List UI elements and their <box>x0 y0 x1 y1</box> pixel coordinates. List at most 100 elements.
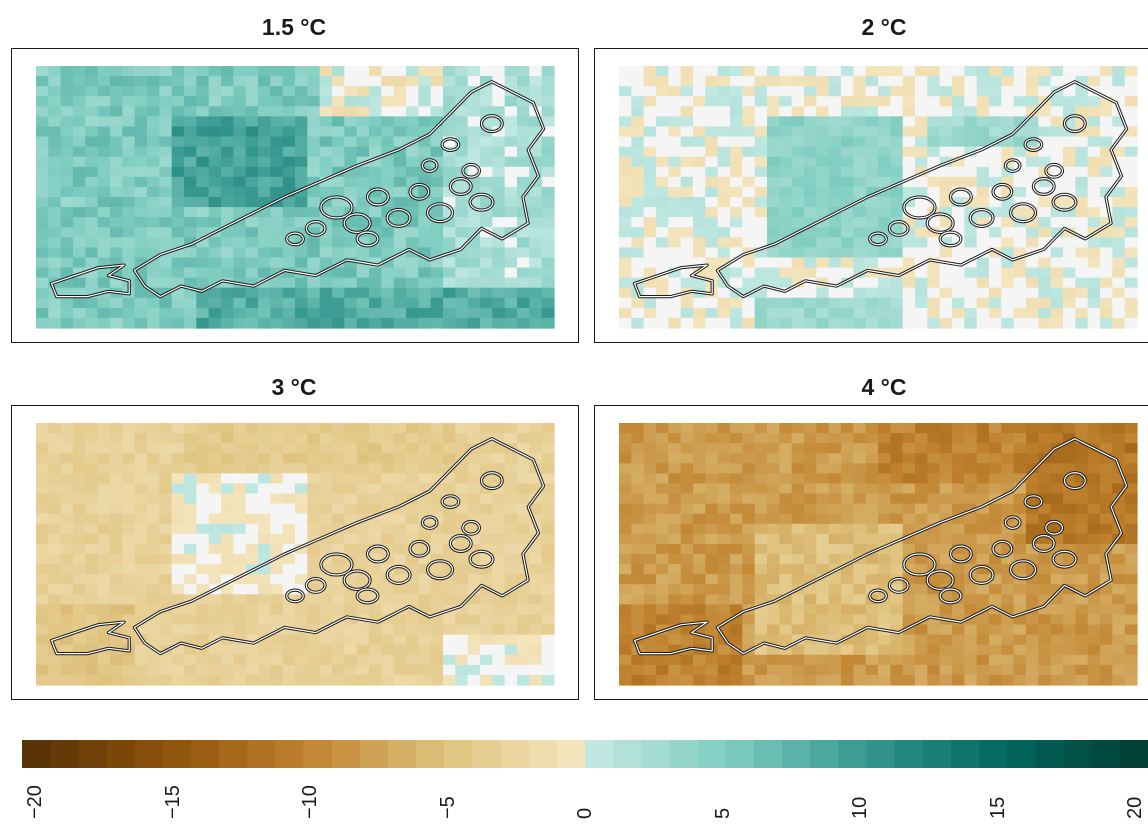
raster-cell <box>97 574 111 585</box>
raster-cell <box>122 503 136 515</box>
raster-cell <box>369 493 382 505</box>
raster-cell <box>221 493 234 505</box>
raster-cell <box>369 453 382 464</box>
raster-cell <box>73 317 86 329</box>
raster-cell <box>1026 654 1039 666</box>
raster-cell <box>878 664 891 676</box>
raster-cell <box>48 543 62 555</box>
raster-cell <box>270 186 284 198</box>
raster-cell <box>1001 554 1015 565</box>
raster-cell <box>233 654 247 666</box>
raster-cell <box>356 574 370 585</box>
raster-cell <box>1038 493 1052 505</box>
raster-cell <box>295 277 308 289</box>
raster-cell <box>1087 317 1101 329</box>
raster-cell <box>48 166 62 178</box>
raster-cell <box>196 156 210 168</box>
raster-cell <box>504 523 518 535</box>
raster-cell <box>828 176 842 188</box>
raster-cell <box>976 554 990 565</box>
raster-cell <box>828 317 842 329</box>
raster-cell <box>393 493 407 505</box>
raster-cell <box>36 443 49 454</box>
raster-cell <box>184 76 197 87</box>
raster-cell <box>110 227 123 238</box>
raster-cell <box>270 317 284 329</box>
raster-cell <box>245 543 259 555</box>
raster-cell <box>541 207 555 218</box>
raster-cell <box>1038 176 1052 188</box>
raster-cell <box>656 86 669 97</box>
raster-cell <box>619 217 632 228</box>
raster-cell <box>517 574 530 585</box>
raster-cell <box>989 644 1002 656</box>
raster-cell <box>927 257 941 269</box>
raster-cell <box>717 176 731 188</box>
raster-cell <box>245 156 259 168</box>
raster-cell <box>159 307 173 319</box>
raster-cell <box>381 267 395 279</box>
raster-cell <box>1013 443 1027 454</box>
raster-cell <box>1075 533 1089 545</box>
lake-inner <box>869 589 887 603</box>
raster-cell <box>295 634 308 646</box>
raster-cell <box>841 453 854 464</box>
raster-cell <box>418 287 432 299</box>
raster-cell <box>529 614 543 626</box>
raster-cell <box>134 503 148 515</box>
raster-cell <box>853 227 867 238</box>
raster-cell <box>717 533 731 545</box>
raster-cell <box>356 297 370 309</box>
raster-cell <box>717 493 731 505</box>
raster-cell <box>1026 644 1039 656</box>
raster-cell <box>258 207 271 218</box>
raster-cell <box>1026 564 1039 575</box>
raster-cell <box>730 453 743 464</box>
raster-cell <box>307 624 321 636</box>
raster-cell <box>754 247 768 259</box>
raster-cell <box>1050 197 1064 208</box>
raster-cell <box>1038 267 1052 279</box>
raster-cell <box>504 574 518 585</box>
raster-cell <box>1038 317 1052 329</box>
raster-cell <box>952 297 965 309</box>
raster-cell <box>344 76 358 87</box>
lake-inner <box>1032 535 1055 552</box>
raster-cell <box>381 493 395 505</box>
raster-cell <box>233 317 247 329</box>
raster-cell <box>184 146 197 158</box>
raster-cell <box>705 96 719 107</box>
raster-cell <box>110 307 123 319</box>
raster-cell <box>393 513 407 525</box>
raster-cell <box>656 76 669 87</box>
raster-cell <box>122 584 136 595</box>
raster-cell <box>245 307 259 319</box>
raster-cell <box>134 217 148 228</box>
raster-cell <box>369 513 382 525</box>
raster-cell <box>841 136 854 148</box>
raster-cell <box>134 317 148 329</box>
raster-cell <box>853 186 867 198</box>
raster-cell <box>147 483 160 495</box>
raster-cell <box>60 277 74 289</box>
raster-cell <box>1001 126 1015 138</box>
raster-cell <box>816 186 830 198</box>
lake-inner <box>992 183 1013 200</box>
raster-cell <box>48 594 62 605</box>
raster-cell <box>36 156 49 168</box>
raster-cell <box>356 86 370 97</box>
raster-cell <box>332 207 345 218</box>
raster-cell <box>989 503 1002 515</box>
raster-cell <box>110 674 123 686</box>
raster-cell <box>48 237 62 248</box>
raster-cell <box>717 574 731 585</box>
raster-cell <box>369 463 382 474</box>
raster-cell <box>754 106 768 117</box>
raster-cell <box>1075 207 1089 218</box>
raster-cell <box>1087 106 1101 117</box>
raster-cell <box>964 644 978 656</box>
raster-cell <box>270 453 284 464</box>
raster-cell <box>828 297 842 309</box>
raster-cell <box>418 564 432 575</box>
raster-cell <box>110 317 123 329</box>
